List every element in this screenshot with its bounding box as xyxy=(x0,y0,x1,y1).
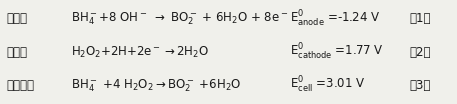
Text: 阴极：: 阴极： xyxy=(7,46,28,58)
Text: 阳极：: 阳极： xyxy=(7,12,28,25)
Text: （3）: （3） xyxy=(409,79,430,92)
Text: $\mathrm{BH_4^-}$ +4 $\mathrm{H_2O_2}$$\rightarrow$$\mathrm{BO_2^-}$ +6$\mathrm{: $\mathrm{BH_4^-}$ +4 $\mathrm{H_2O_2}$$\… xyxy=(71,77,241,93)
Text: $\mathrm{BH_4^-}$+8 OH$^-$ $\rightarrow$ $\mathrm{BO_2^-}$ + 6$\mathrm{H_2}$O + : $\mathrm{BH_4^-}$+8 OH$^-$ $\rightarrow$… xyxy=(71,11,288,27)
Text: 总反应：: 总反应： xyxy=(7,79,35,92)
Text: （2）: （2） xyxy=(409,46,430,58)
Text: （1）: （1） xyxy=(409,12,430,25)
Text: $\mathrm{E^0_{cathode}}$ =1.77 V: $\mathrm{E^0_{cathode}}$ =1.77 V xyxy=(290,42,384,62)
Text: $\mathrm{H_2O_2}$+2H+2e$^-$$\rightarrow$2$\mathrm{H_2}$O: $\mathrm{H_2O_2}$+2H+2e$^-$$\rightarrow$… xyxy=(71,44,209,60)
Text: $\mathrm{E^0_{cell}}$ =3.01 V: $\mathrm{E^0_{cell}}$ =3.01 V xyxy=(290,75,366,95)
Text: $\mathrm{E^0_{anode}}$ =-1.24 V: $\mathrm{E^0_{anode}}$ =-1.24 V xyxy=(290,9,381,29)
